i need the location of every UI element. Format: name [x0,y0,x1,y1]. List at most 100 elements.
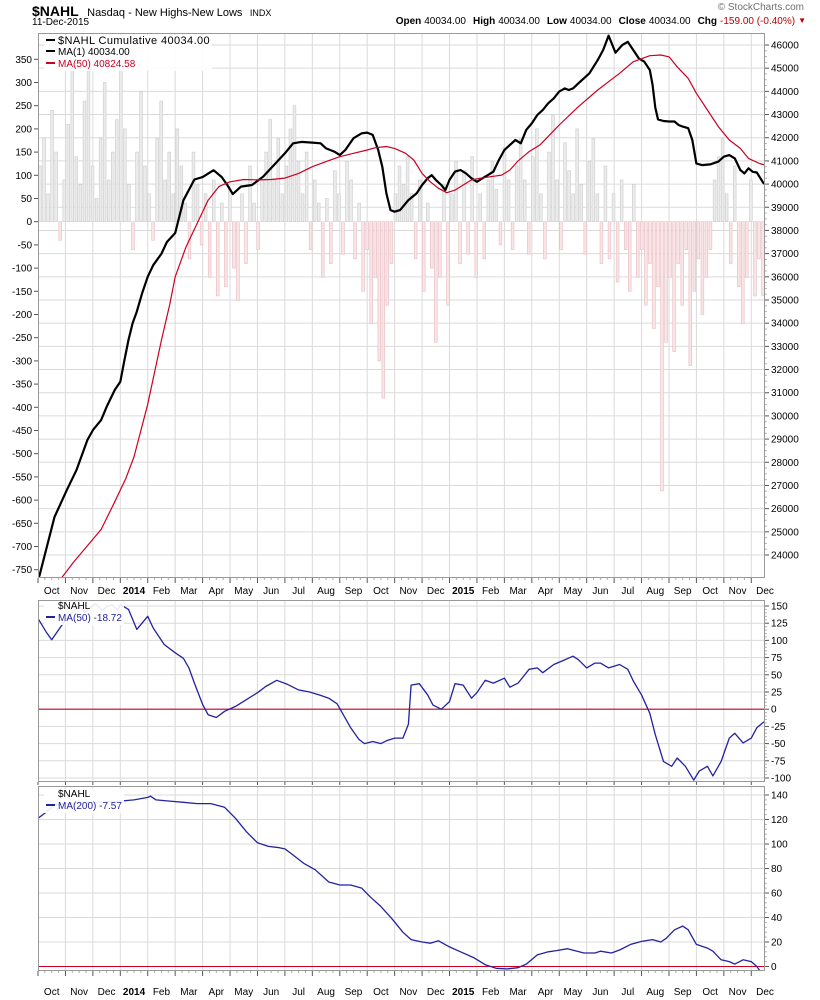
right-axis-tick-label: 43000 [771,110,799,121]
right-axis-tick-label: 27000 [771,481,799,492]
main-left-axis: 350 300 250 200 150 100 50 0 -50 -100 -150 -200 -250… [12,55,38,576]
right-axis-tick-label: -50 [771,739,786,750]
left-axis-tick-label: 300 [15,78,32,89]
x-axis-month-label: Jun [263,987,279,998]
symbol-label: $NAHL [32,3,79,19]
left-axis-tick-label: -100 [12,264,32,275]
x-axis-month-label: 2014 [123,586,146,597]
x-axis-month-label: Sep [345,987,363,998]
x-axis-month-label: Apr [538,586,554,597]
ma50-panel-legend: $NAHL MA(50) -18.72 [44,601,124,625]
left-axis-tick-label: -250 [12,333,32,344]
x-axis-month-label: Oct [373,987,389,998]
x-axis-month-label: Sep [345,586,363,597]
legend-label: MA(1) 40034.00 [58,47,130,58]
left-axis-tick-label: 250 [15,101,32,112]
right-axis-tick-label: 41000 [771,156,799,167]
right-axis-tick-label: 100 [771,840,788,851]
line-swatch-icon [46,62,55,65]
right-axis-tick-label: 150 [771,602,788,613]
legend-label: MA(200) -7.57 [58,801,122,812]
right-axis-tick-label: -25 [771,722,786,733]
left-axis-tick-label: -600 [12,496,32,507]
line-swatch-icon [46,39,55,42]
x-axis-month-label: Mar [180,586,198,597]
right-axis-tick-label: 34000 [771,319,799,330]
x-axis-labels-main: Oct Nov Dec 2014 Feb Mar Apr May Jun Jul Aug Sep Oct… [44,586,774,597]
right-axis-tick-label: 30000 [771,411,799,422]
right-axis-tick-label: 42000 [771,133,799,144]
chart-date: 11-Dec-2015 [32,17,90,28]
main-panel-legend: $NAHL Cumulative 40034.00 MA(1) 40034.00 M… [44,35,213,71]
right-axis-tick-label: 0 [771,705,777,716]
ma200-legend-item: $NAHL [44,789,124,801]
ma200-indicator-panel [38,786,765,971]
left-axis-tick-label: -450 [12,426,32,437]
x-axis-month-label: Jun [263,586,279,597]
x-axis-month-label: Aug [646,586,664,597]
right-axis-tick-label: 80 [771,864,783,875]
title-row: $NAHL Nasdaq - New Highs-New Lows INDX [32,3,271,21]
x-axis-month-label: May [564,586,583,597]
right-axis-tick-label: 75 [771,653,783,664]
x-axis-month-label: Nov [70,586,88,597]
cumulative-panel-x-ticks [37,578,752,583]
quote-value-high: 40034.00 [498,16,540,27]
x-axis-month-label: Aug [646,987,664,998]
right-axis-tick-label: 35000 [771,296,799,307]
right-axis-tick-label: 37000 [771,249,799,260]
right-axis-tick-label: 26000 [771,504,799,515]
right-axis-tick-label: -75 [771,756,786,767]
left-axis-tick-label: -150 [12,287,32,298]
quote-label-open: Open [395,16,422,27]
legend-label: $NAHL Cumulative 40034.00 [58,35,211,47]
x-axis-month-label: Dec [427,586,445,597]
left-axis-tick-label: 150 [15,148,32,159]
ma50-indicator-panel-x-ticks [37,782,752,785]
x-axis-month-label: May [234,586,253,597]
x-axis-month-label: Sep [674,987,692,998]
x-axis-month-label: Dec [427,987,445,998]
x-axis-month-label: Dec [98,987,116,998]
quote-label-high: High [472,16,496,27]
x-axis-month-label: Nov [729,586,747,597]
right-axis-tick-label: 46000 [771,41,799,52]
x-axis-month-label: Jul [292,586,305,597]
right-axis-tick-label: 45000 [771,64,799,75]
right-axis-tick-label: 39000 [771,203,799,214]
left-axis-tick-label: -200 [12,310,32,321]
right-axis-tick-label: 38000 [771,226,799,237]
line-swatch-icon [46,616,55,619]
legend-label: $NAHL [58,789,91,800]
left-axis-tick-label: -750 [12,565,32,576]
x-axis-month-label: Aug [317,987,335,998]
cumulative-line [38,34,765,577]
x-axis-month-label: Nov [729,987,747,998]
right-axis-tick-label: 25 [771,688,783,699]
x-axis-month-label: Mar [180,987,198,998]
right-axis-tick-label: 0 [771,962,777,973]
x-axis-month-label: 2015 [452,586,475,597]
main-legend-item: MA(1) 40034.00 [44,47,213,59]
quote-value-open: 40034.00 [424,16,466,27]
cumulative-panel-right-axis: 46000 45000 44000 43000 42000 41000 40000 39000… [765,41,799,562]
x-axis-month-label: Apr [209,987,225,998]
chart-header: $NAHL Nasdaq - New Highs-New Lows INDX 1… [0,0,820,32]
right-axis-tick-label: 44000 [771,87,799,98]
quote-label-close: Close [618,16,646,27]
x-axis-month-label: Jun [592,987,608,998]
right-axis-tick-label: -100 [771,774,791,785]
left-axis-tick-label: -550 [12,472,32,483]
ma200-indicator-panel-x-ticks [37,971,752,976]
right-axis-tick-label: 140 [771,791,788,802]
ohlc-quote-row: Open 40034.00 High 40034.00 Low 40034.00 Close… [389,16,806,27]
right-axis-tick-label: 20 [771,938,783,949]
legend-label: MA(50) -18.72 [58,613,122,624]
ma200-indicator-line [38,795,761,971]
left-axis-tick-label: 200 [15,124,32,135]
x-axis-month-label: Aug [317,586,335,597]
ma50-legend-item: $NAHL [44,601,124,613]
x-axis-month-label: Sep [674,586,692,597]
x-axis-month-label: Feb [482,987,500,998]
